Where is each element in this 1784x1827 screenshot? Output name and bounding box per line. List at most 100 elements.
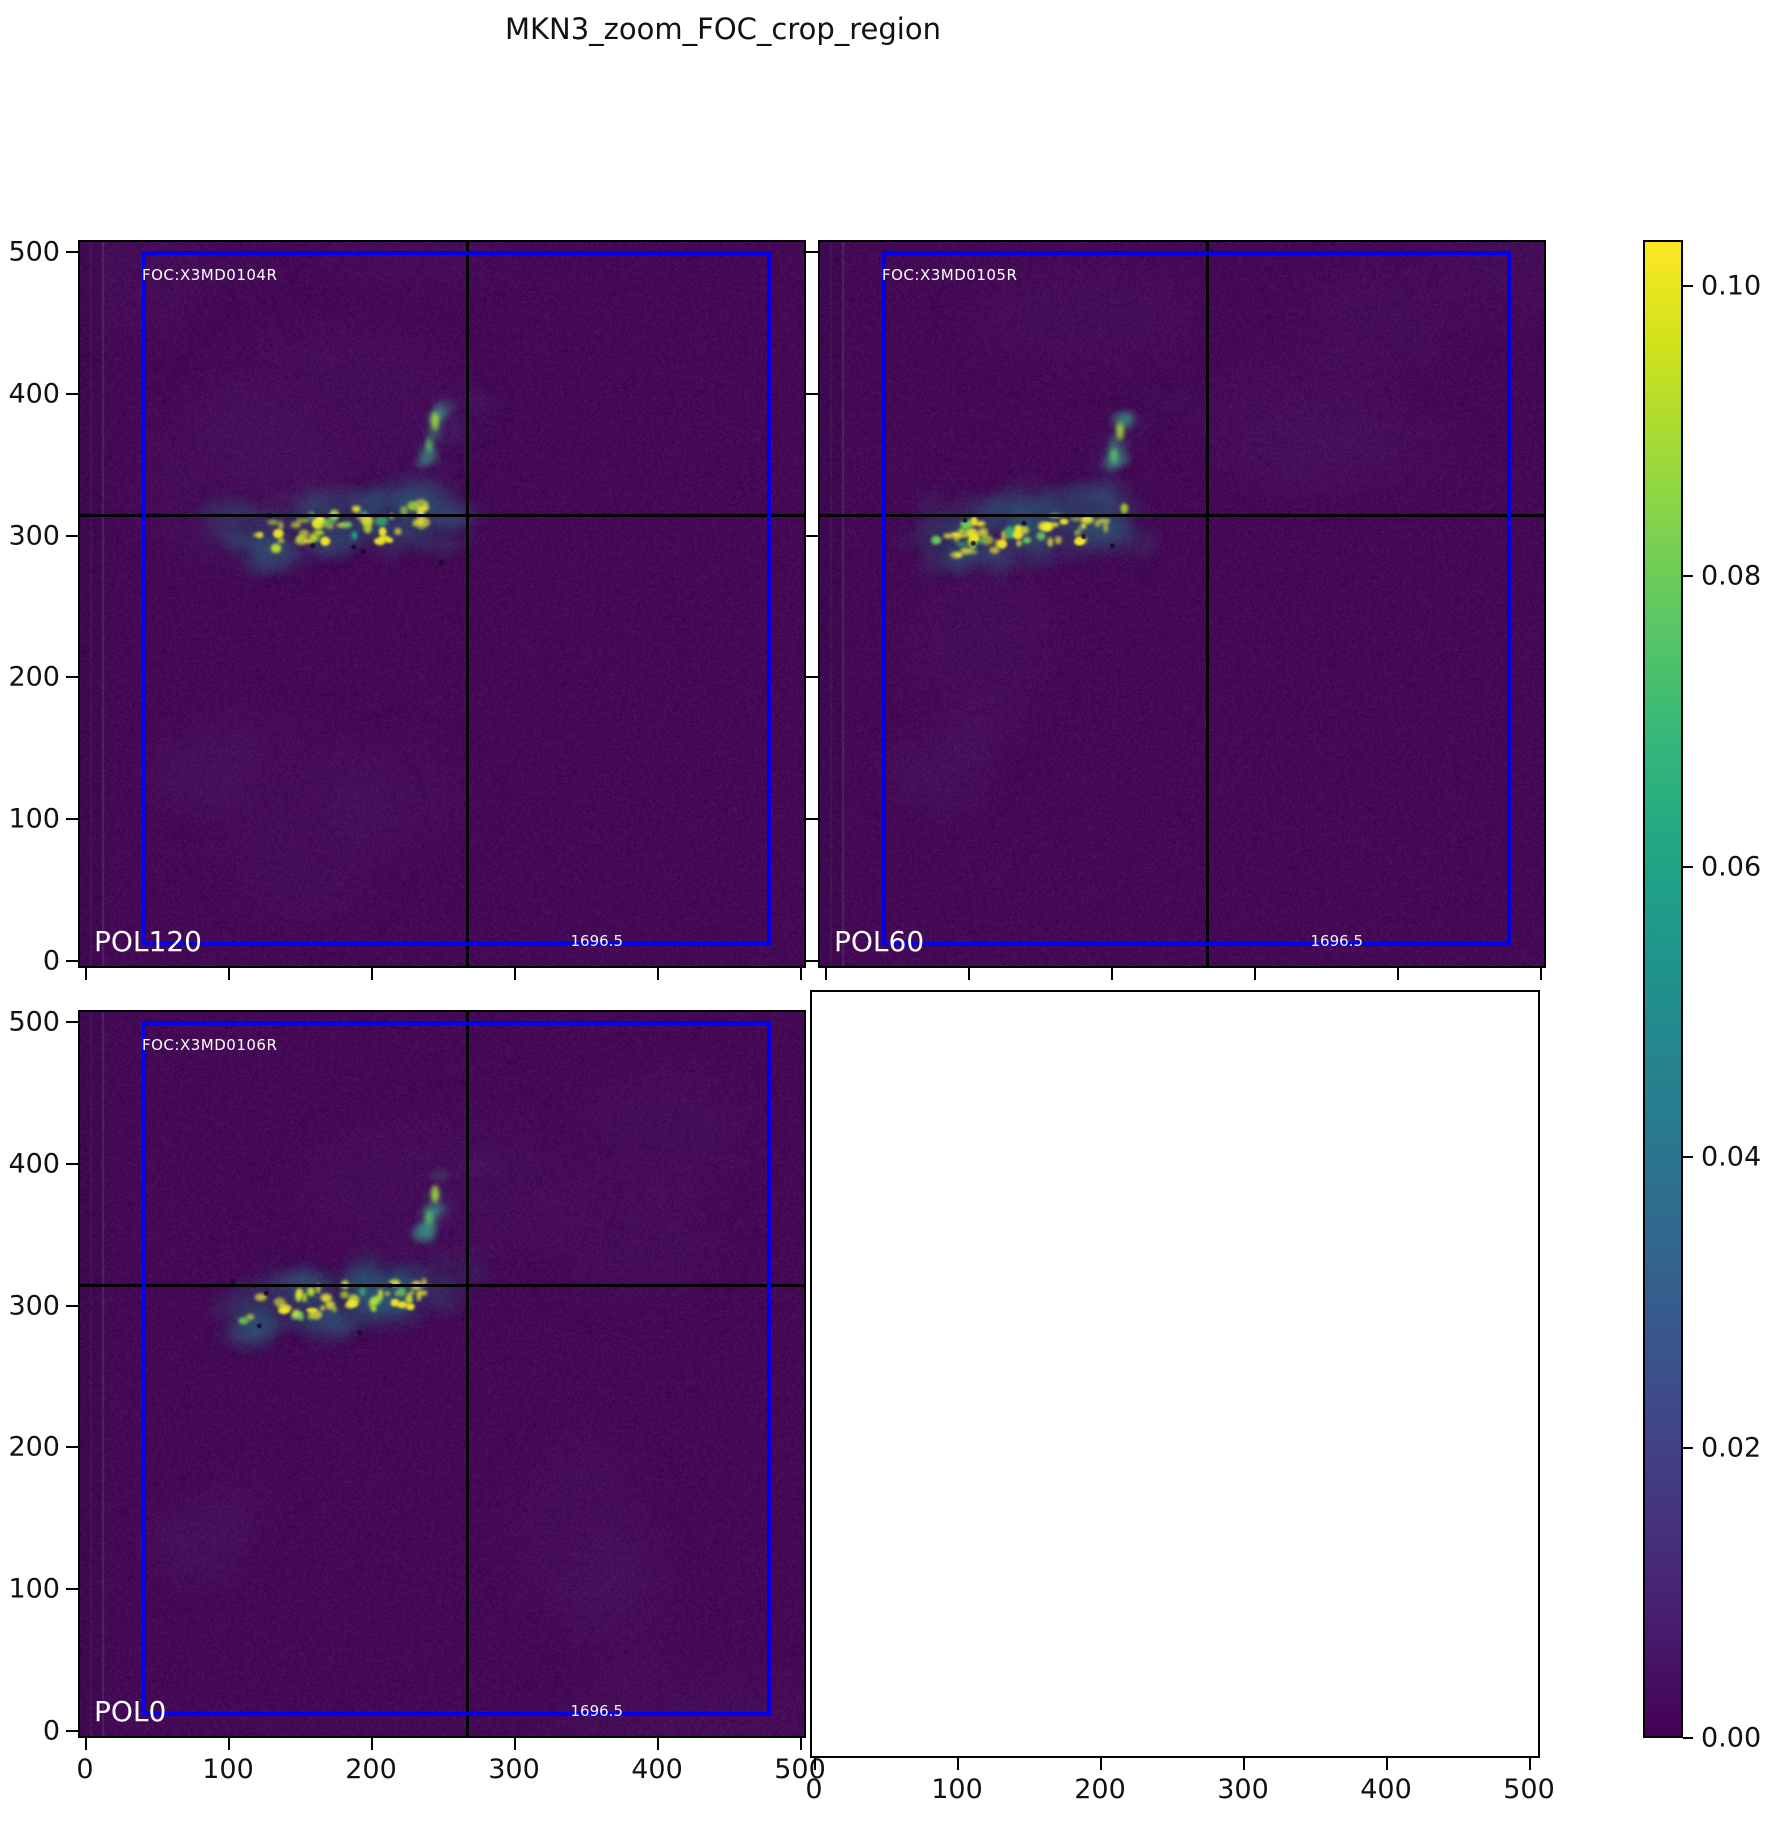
x-tick-label: 500	[1503, 1774, 1555, 1805]
colorbar-tick-mark	[1683, 866, 1693, 868]
y-tick-label: 500	[8, 1006, 60, 1038]
x-tick-label: 100	[931, 1774, 983, 1805]
y-tick-mark	[66, 1021, 78, 1023]
x-tick-mark	[514, 968, 516, 980]
crosshair-vertical-line	[1206, 242, 1209, 966]
polarization-label: POL60	[834, 925, 925, 958]
y-tick-mark	[806, 818, 818, 820]
y-tick-label: 400	[8, 1148, 60, 1180]
crop-region-box	[882, 251, 1511, 946]
x-tick-mark	[968, 968, 970, 980]
colorbar	[1643, 240, 1683, 1738]
crosshair-horizontal-line	[80, 1284, 804, 1287]
panel-empty	[810, 990, 1540, 1758]
colorbar-tick-mark	[1683, 1737, 1693, 1739]
y-tick-mark	[66, 1305, 78, 1307]
x-tick-mark	[228, 1738, 230, 1750]
x-tick-mark	[371, 968, 373, 980]
crosshair-vertical-line	[466, 1012, 469, 1736]
y-tick-label: 300	[8, 1290, 60, 1322]
x-tick-mark	[957, 1758, 959, 1770]
x-tick-mark	[814, 1758, 816, 1770]
x-tick-mark	[657, 968, 659, 980]
colorbar-tick-mark	[1683, 1156, 1693, 1158]
colorbar-tick-label: 0.10	[1701, 270, 1762, 302]
colorbar-tick-mark	[1683, 285, 1693, 287]
y-tick-label: 200	[8, 661, 60, 693]
x-tick-mark	[800, 1738, 802, 1750]
x-tick-label: 400	[1360, 1774, 1412, 1805]
y-tick-mark	[66, 535, 78, 537]
colorbar-tick-label: 0.08	[1701, 560, 1762, 592]
y-tick-mark	[806, 960, 818, 962]
panel-pol60: FOC:X3MD0105R POL60 1696.5	[818, 240, 1546, 968]
x-tick-mark	[1529, 1758, 1531, 1770]
x-tick-label: 300	[488, 1754, 540, 1785]
x-tick-mark	[800, 968, 802, 980]
y-tick-label: 200	[8, 1431, 60, 1463]
panel-pol120: FOC:X3MD0104R POL120 1696.5	[78, 240, 806, 968]
y-tick-mark	[66, 1446, 78, 1448]
crop-value-label: 1696.5	[570, 1702, 624, 1720]
x-tick-mark	[1540, 968, 1542, 980]
x-tick-mark	[1254, 968, 1256, 980]
crosshair-horizontal-line	[820, 514, 1544, 517]
crop-value-label: 1696.5	[570, 932, 624, 950]
y-tick-mark	[806, 535, 818, 537]
heatmap-image-pol0	[80, 1012, 804, 1736]
colorbar-tick-label: 0.06	[1701, 851, 1762, 883]
y-tick-label: 0	[42, 1715, 60, 1747]
y-tick-label: 500	[8, 236, 60, 268]
x-tick-mark	[1397, 968, 1399, 980]
polarization-label: POL120	[94, 925, 202, 958]
x-tick-label: 400	[631, 1754, 683, 1785]
foc-image-id-label: FOC:X3MD0106R	[142, 1036, 278, 1054]
crop-region-box	[142, 1021, 771, 1716]
x-tick-mark	[1111, 968, 1113, 980]
heatmap-image-pol120	[80, 242, 804, 966]
crop-region-box	[142, 251, 771, 946]
x-tick-mark	[85, 968, 87, 980]
colorbar-tick-label: 0.00	[1701, 1722, 1762, 1754]
colorbar-tick-mark	[1683, 1447, 1693, 1449]
x-tick-mark	[514, 1738, 516, 1750]
y-tick-mark	[66, 1588, 78, 1590]
colorbar-tick-label: 0.04	[1701, 1141, 1762, 1173]
x-tick-label: 0	[805, 1774, 823, 1805]
y-tick-mark	[806, 393, 818, 395]
x-tick-mark	[85, 1738, 87, 1750]
colorbar-tick-label: 0.02	[1701, 1432, 1762, 1464]
colorbar-tick-mark	[1683, 575, 1693, 577]
y-tick-label: 100	[8, 1573, 60, 1605]
x-tick-mark	[371, 1738, 373, 1750]
y-tick-mark	[66, 676, 78, 678]
y-tick-mark	[66, 1730, 78, 1732]
y-tick-mark	[806, 251, 818, 253]
x-tick-label: 100	[202, 1754, 254, 1785]
y-tick-mark	[806, 676, 818, 678]
heatmap-image-pol60	[820, 242, 1544, 966]
x-tick-mark	[657, 1738, 659, 1750]
x-tick-label: 200	[1074, 1774, 1126, 1805]
figure-title: MKN3_zoom_FOC_crop_region	[505, 12, 941, 46]
y-tick-mark	[66, 1163, 78, 1165]
y-tick-mark	[66, 818, 78, 820]
x-tick-label: 300	[1217, 1774, 1269, 1805]
foc-image-id-label: FOC:X3MD0104R	[142, 266, 278, 284]
foc-image-id-label: FOC:X3MD0105R	[882, 266, 1018, 284]
crop-value-label: 1696.5	[1310, 932, 1364, 950]
y-tick-label: 300	[8, 520, 60, 552]
x-tick-label: 200	[345, 1754, 397, 1785]
x-tick-label: 500	[774, 1754, 826, 1785]
x-tick-label: 0	[76, 1754, 94, 1785]
x-tick-mark	[228, 968, 230, 980]
crosshair-vertical-line	[466, 242, 469, 966]
y-tick-label: 400	[8, 378, 60, 410]
x-tick-mark	[825, 968, 827, 980]
panel-pol0: FOC:X3MD0106R POL0 1696.5	[78, 1010, 806, 1738]
y-tick-mark	[66, 960, 78, 962]
x-tick-mark	[1100, 1758, 1102, 1770]
y-tick-mark	[66, 393, 78, 395]
y-tick-label: 100	[8, 803, 60, 835]
